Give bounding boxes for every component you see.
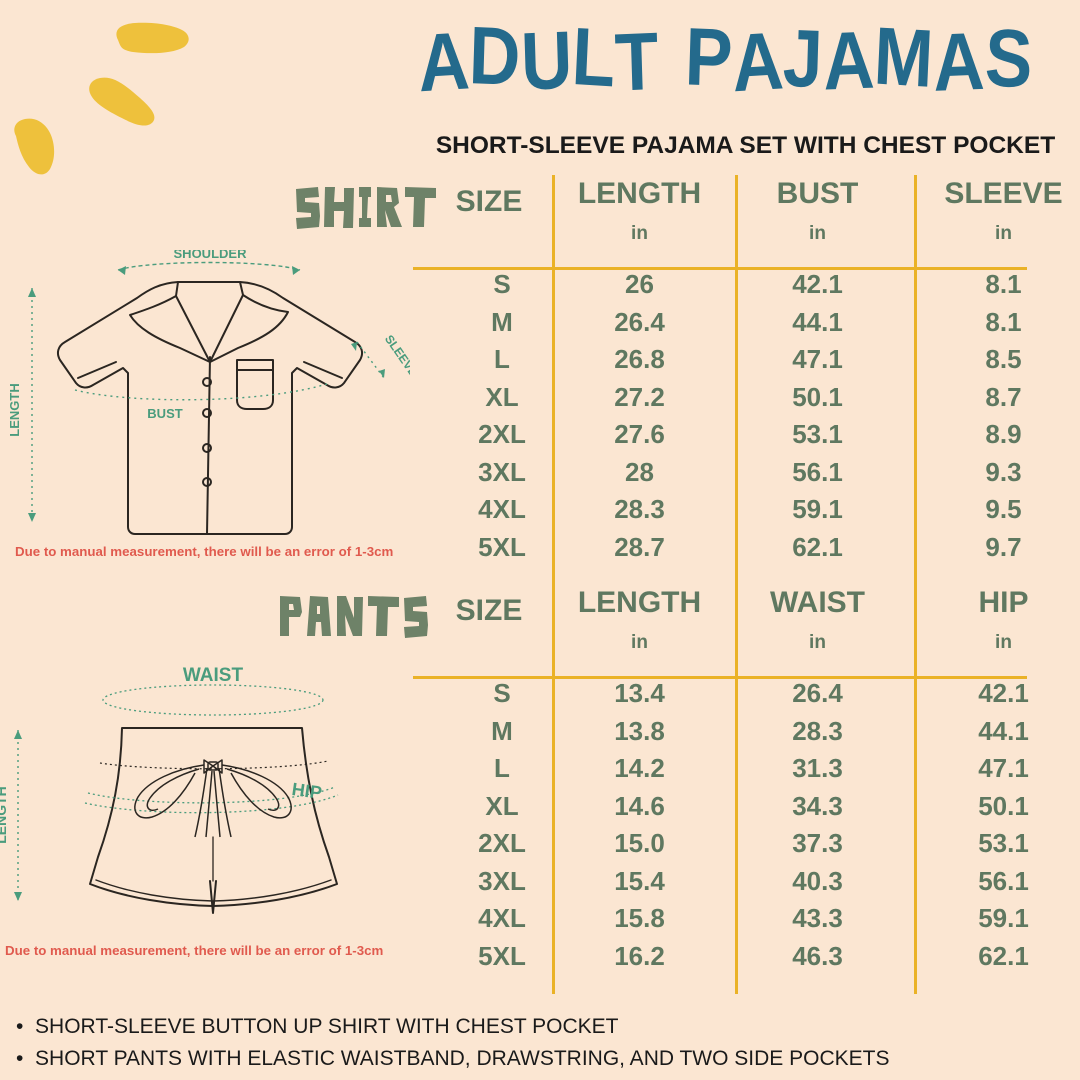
svg-text:Due to manual measurement, the: Due to manual measurement, there will be… [15, 544, 393, 559]
svg-text:HIP: HIP [291, 779, 324, 803]
svg-text:LENGTH: LENGTH [0, 786, 9, 844]
svg-text:SHOULDER: SHOULDER [174, 250, 248, 261]
svg-text:LENGTH: LENGTH [10, 383, 22, 436]
svg-text:BUST: BUST [147, 406, 182, 421]
svg-text:WAIST: WAIST [183, 665, 244, 686]
svg-text:Due to manual measurement, the: Due to manual measurement, there will be… [5, 943, 383, 958]
svg-text:SLEEVE: SLEEVE [382, 332, 410, 379]
